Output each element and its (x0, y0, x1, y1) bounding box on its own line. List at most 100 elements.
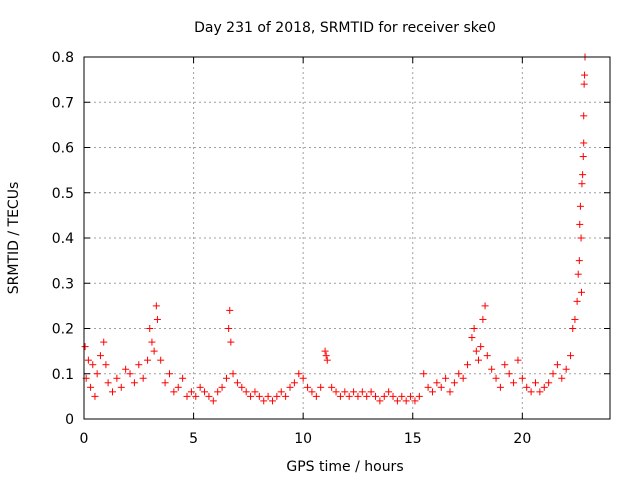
data-point (260, 397, 268, 405)
data-point (144, 356, 152, 364)
data-point (420, 370, 428, 378)
data-point (376, 397, 384, 405)
data-point (126, 370, 134, 378)
data-point (540, 383, 548, 391)
data-point (247, 392, 255, 400)
data-point (322, 352, 330, 360)
data-point (81, 343, 89, 351)
data-point (470, 325, 478, 332)
data-point (196, 383, 204, 391)
data-point (122, 365, 130, 373)
data-point (117, 383, 125, 391)
plot-frame (83, 56, 611, 420)
data-point (102, 361, 110, 369)
data-point (218, 383, 226, 391)
data-point (108, 388, 116, 396)
data-point (350, 388, 358, 396)
data-point (578, 288, 586, 296)
data-point (183, 392, 191, 400)
data-point (580, 112, 588, 120)
data-point (569, 325, 577, 332)
data-point (518, 374, 526, 382)
data-point (165, 370, 173, 378)
data-point (545, 379, 553, 387)
data-point (580, 139, 588, 147)
data-point (295, 370, 303, 378)
data-point (328, 383, 336, 391)
data-point (475, 356, 482, 364)
data-point (472, 347, 480, 355)
data-point (148, 338, 156, 346)
data-point (150, 347, 158, 355)
x-tick-label: 15 (404, 431, 422, 447)
data-point (277, 388, 285, 396)
data-point (209, 397, 217, 405)
y-tick-label: 0.7 (52, 95, 74, 111)
data-point (407, 392, 415, 400)
data-point (222, 374, 230, 382)
data-point (227, 338, 235, 346)
data-point (238, 383, 246, 391)
data-point (104, 379, 112, 387)
data-point (579, 171, 587, 179)
data-point (437, 383, 445, 391)
data-point (226, 306, 234, 314)
data-point (581, 71, 589, 79)
data-point (317, 383, 325, 391)
data-point (558, 374, 566, 382)
data-point (273, 392, 281, 400)
x-tick-label: 0 (80, 431, 89, 447)
data-point (477, 343, 485, 351)
data-point (345, 392, 353, 400)
data-point (464, 361, 472, 369)
data-point (385, 388, 393, 396)
data-point (527, 388, 535, 396)
y-tick-label: 0.5 (52, 186, 74, 202)
data-point (578, 180, 586, 188)
data-point (574, 270, 582, 278)
y-tick-label: 0.4 (52, 231, 74, 247)
data-point (251, 388, 259, 396)
data-point (152, 302, 160, 310)
data-point (91, 392, 99, 400)
x-tick-label: 20 (513, 431, 531, 447)
data-point (514, 356, 522, 364)
data-point (393, 397, 401, 405)
data-point (139, 374, 147, 382)
data-point (89, 361, 97, 369)
data-points (81, 53, 589, 405)
data-point (553, 361, 561, 369)
data-point (501, 361, 509, 369)
data-point (424, 383, 432, 391)
data-point (571, 315, 579, 323)
data-point (201, 388, 209, 396)
axis-ticks: 0 5 10 15 20 0 0.1 0.2 0.3 0.4 0.5 0.6 0.7 0.8 (52, 50, 610, 447)
data-point (579, 153, 587, 161)
data-point (336, 392, 344, 400)
chart-title: Day 231 of 2018, SRMTID for receiver ske… (194, 20, 496, 36)
data-point (286, 383, 294, 391)
data-point (415, 392, 423, 400)
data-point (264, 392, 272, 400)
x-tick-label: 5 (189, 431, 198, 447)
data-point (214, 388, 222, 396)
data-point (299, 374, 307, 382)
data-point (229, 370, 237, 378)
data-point (323, 356, 331, 364)
data-point (268, 397, 276, 405)
data-point (411, 397, 419, 405)
data-point (428, 388, 436, 396)
data-point (153, 315, 161, 323)
data-point (576, 202, 584, 210)
data-point (242, 388, 250, 396)
data-point (567, 352, 575, 360)
data-point (308, 388, 316, 396)
data-point (192, 392, 200, 400)
data-point (523, 383, 531, 391)
data-point (233, 379, 241, 387)
data-point (282, 392, 290, 400)
data-point (100, 338, 108, 346)
data-point (398, 392, 406, 400)
data-point (455, 370, 463, 378)
